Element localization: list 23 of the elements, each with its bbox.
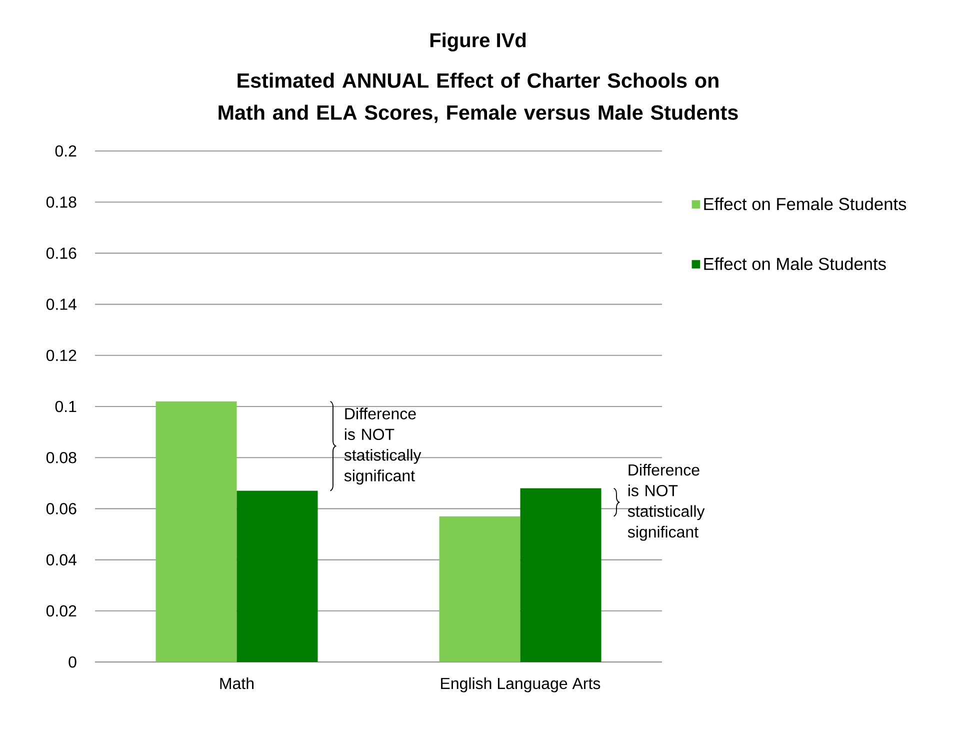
legend-label: Effect on Male Students — [704, 257, 886, 270]
y-tick-label: 0.04 — [46, 554, 76, 566]
y-tick-label: 0.12 — [46, 350, 76, 362]
bar — [156, 401, 237, 662]
y-tick-label: 0 — [68, 656, 76, 668]
chart-subtitle: Estimated ANNUAL Effect of Charter Schools on Math and ELA Scores, Female versus Male Students — [218, 72, 738, 123]
bar — [236, 490, 318, 662]
y-tick-label: 0.18 — [46, 196, 76, 208]
y-tick-label: 0.06 — [46, 503, 76, 514]
annotation: Difference is NOT statistically significant — [344, 408, 422, 485]
bar — [520, 488, 602, 662]
annotation: Difference is NOT statistically significant — [628, 464, 705, 541]
y-tick-label: 0.16 — [46, 248, 76, 259]
legend-label: Effect on Female Students — [704, 197, 906, 210]
x-tick-label: Math — [220, 677, 254, 690]
y-tick-label: 0.2 — [55, 145, 76, 157]
y-tick-label: 0.1 — [55, 400, 76, 412]
chart-title: Figure IVd — [430, 32, 526, 52]
x-tick-label: English Language Arts — [441, 677, 600, 692]
y-tick-label: 0.08 — [46, 452, 76, 464]
bar — [439, 516, 520, 662]
y-tick-label: 0.14 — [46, 298, 76, 310]
y-tick-label: 0.02 — [46, 605, 76, 617]
